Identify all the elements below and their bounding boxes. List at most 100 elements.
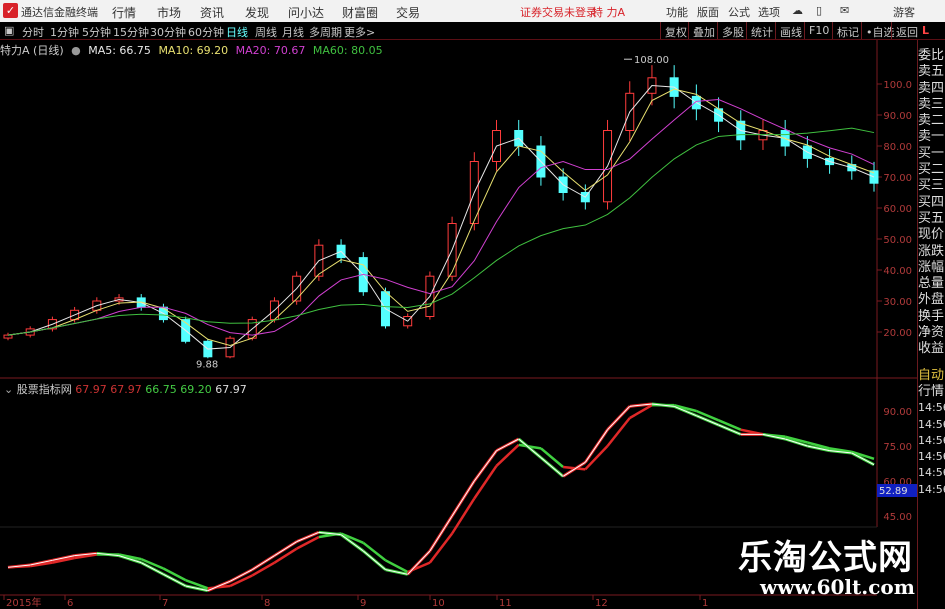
side-panel-item[interactable]: 卖五 [918,64,945,80]
side-panel-item[interactable]: 14:56 [918,450,945,464]
menu-discover[interactable]: 发现 [245,6,270,20]
side-panel-item[interactable]: 14:56 [918,433,945,447]
period-monthly[interactable]: 月线 [282,26,304,39]
btn-watchlist[interactable]: •自选 [861,22,899,39]
menu-wealth[interactable]: 财富圈 [342,6,379,20]
period-weekly[interactable]: 周线 [255,26,277,39]
menu-formula[interactable]: 公式 [728,6,750,19]
x-tick-label: 6 [67,598,73,609]
settings-icon[interactable]: ● [71,44,81,57]
y-tick-label: 20.00 [883,328,912,339]
indicator-core-segment [251,555,275,571]
indicator-core-segment [473,450,497,482]
indicator-signal-segment [718,419,742,431]
indicator-core-segment [851,452,875,466]
period-toolbar: ▣ 分时 1分钟 5分钟 15分钟 30分钟 60分钟 日线 周线 月线 多周期… [0,22,945,40]
menu-options[interactable]: 选项 [758,6,780,19]
period-30min[interactable]: 30分钟 [150,26,186,39]
chart-info-line: 特力A (日线) ● MA5: 66.75 MA10: 69.20 MA20: … [0,42,387,58]
watermark-url: www.60lt.com [760,575,915,599]
side-panel-item[interactable]: 买一 [918,145,945,161]
y-tick-label: 90.00 [883,111,912,122]
side-panel-item[interactable]: 行情 [918,383,945,399]
side-panel-item[interactable]: 卖一 [918,129,945,145]
btn-adjust[interactable]: 复权 [660,22,691,39]
side-panel-item[interactable]: 总量 [918,276,945,292]
menu-news[interactable]: 资讯 [200,6,225,20]
period-1min[interactable]: 1分钟 [50,26,79,39]
menu-layout[interactable]: 版面 [697,6,719,19]
indicator-signal-segment [495,443,520,467]
indicator-signal-segment [851,450,875,461]
btn-back[interactable]: 返回 [891,22,922,39]
side-panel-item[interactable]: 14:56 [918,466,945,480]
menu-function[interactable]: 功能 [666,6,688,19]
phone-icon[interactable]: ▯ [816,4,823,17]
side-panel-item[interactable]: 外盘 [918,292,945,308]
menu-ask[interactable]: 问小达 [288,6,325,20]
cloud-icon[interactable]: ☁ [792,4,803,17]
side-panel-item[interactable]: 卖四 [918,80,945,96]
side-panel-item[interactable]: 现价 [918,227,945,243]
indicator-core-segment [140,562,164,575]
btn-mark[interactable]: 标记 [832,22,863,39]
lr-toggle-icon[interactable]: L [922,24,930,37]
side-panel-item[interactable]: 14:56 [918,482,945,496]
x-tick-label: 8 [264,598,270,609]
period-60min[interactable]: 60分钟 [188,26,224,39]
side-panel-item[interactable]: 卖三 [918,96,945,112]
indicator-core-segment [651,403,675,407]
side-panel-item[interactable]: 14:56 [918,401,945,415]
menu-quotes[interactable]: 行情 [112,6,137,20]
indicator-toggle-icon[interactable]: ⌄ [4,383,14,396]
side-panel-item[interactable]: 收益 [918,341,945,357]
indicator-core-segment [829,450,852,454]
period-5min[interactable]: 5分钟 [82,26,111,39]
side-panel-item[interactable]: 换手 [918,308,945,324]
panel-toggle-icon[interactable]: ▣ [4,24,15,37]
side-panel-item[interactable]: 委比 [918,48,945,63]
user-label[interactable]: 游客 [893,6,915,19]
indicator-core-segment [451,480,475,517]
btn-f10[interactable]: F10 [804,22,833,39]
side-panel-item[interactable]: 净资 [918,325,945,341]
btn-overlay[interactable]: 叠加 [688,22,719,39]
side-panel-item[interactable]: 买二 [918,162,945,178]
indicator-signal-segment [296,535,320,550]
indicator-core-segment [540,457,564,477]
x-tick-label: 11 [499,598,512,609]
side-panel-item[interactable]: 涨幅 [918,259,945,275]
period-more[interactable]: 更多> [344,26,376,39]
side-panel-item[interactable]: 买五 [918,210,945,226]
period-multi[interactable]: 多周期 [309,26,342,39]
indicator-name[interactable]: 股票指标网 [16,383,72,396]
side-panel-item[interactable]: 涨跌 [918,243,945,259]
indicator-header: ⌄ 股票指标网 67.97 67.97 66.75 69.20 67.97 [4,381,247,397]
message-icon[interactable]: ✉ [840,4,850,17]
period-15min[interactable]: 15分钟 [113,26,149,39]
period-daily[interactable]: 日线 [226,26,248,39]
indicator-core-segment [207,580,231,592]
menu-market[interactable]: 市场 [157,6,182,20]
ma60-line [7,127,875,336]
indicator-signal-segment [273,547,298,564]
indicator-signal-segment [473,465,498,500]
side-panel-item[interactable]: 自动 [918,367,945,383]
login-status[interactable]: 证券交易未登录 [520,6,597,19]
x-tick-label: 10 [432,598,445,609]
side-panel-item[interactable]: 卖二 [918,113,945,129]
indicator-core-segment [696,415,719,426]
side-panel-item[interactable]: 买三 [918,178,945,194]
indicator-core-segment [30,559,53,566]
btn-multi-stock[interactable]: 多股 [717,22,748,39]
high-price-label: 108.00 [634,55,669,66]
indicator-value-5: 67.97 [215,383,247,396]
side-panel-item[interactable]: 买四 [918,194,945,210]
x-tick-label: 1 [702,598,708,609]
period-tick[interactable]: 分时 [22,26,44,39]
side-panel-item[interactable]: 14:56 [918,417,945,431]
btn-draw[interactable]: 画线 [775,22,806,39]
btn-stats[interactable]: 统计 [746,22,777,39]
menu-trade[interactable]: 交易 [396,6,421,20]
